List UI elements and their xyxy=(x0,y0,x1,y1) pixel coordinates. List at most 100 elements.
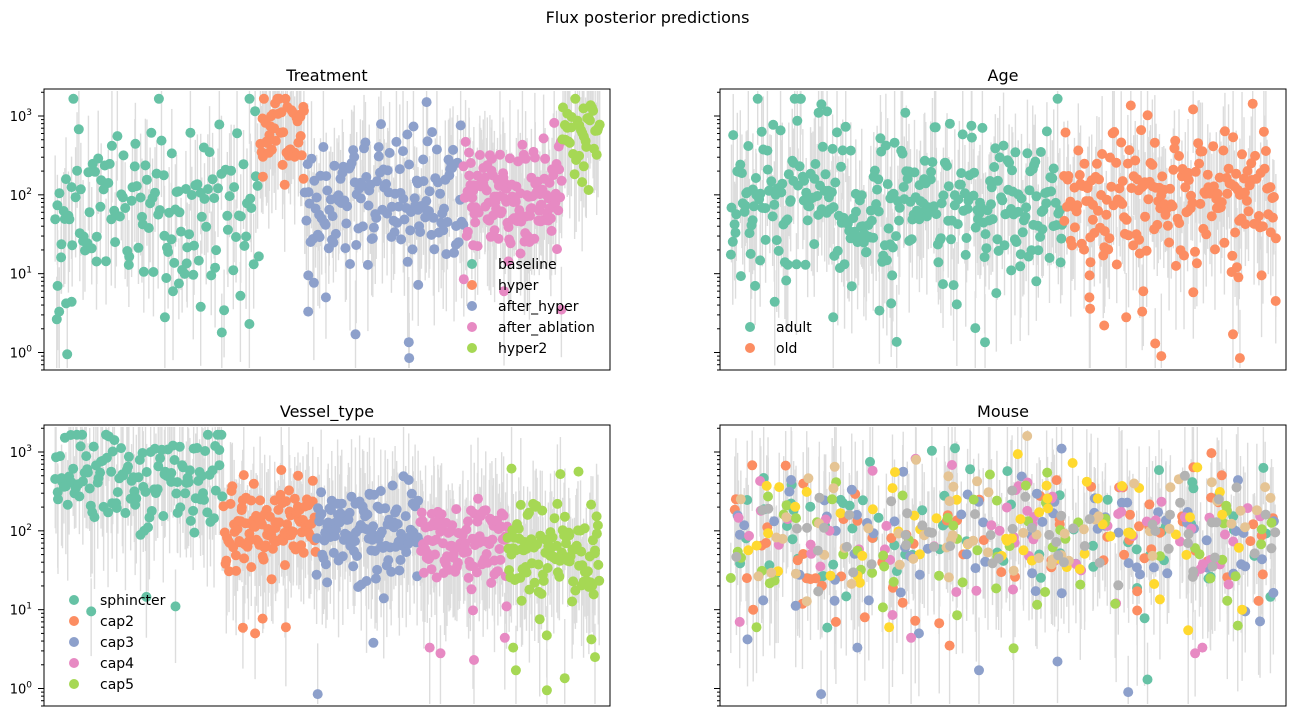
point-after_hyper xyxy=(389,227,400,238)
point-group-4 xyxy=(734,616,745,627)
point-group-8 xyxy=(813,586,824,597)
point-baseline xyxy=(124,251,135,262)
point-baseline xyxy=(106,140,117,151)
point-hyper xyxy=(298,105,309,116)
point-baseline xyxy=(244,93,255,104)
point-sphincter xyxy=(141,591,152,602)
point-after_hyper xyxy=(409,193,420,204)
point-cap3 xyxy=(320,559,331,570)
point-group-4 xyxy=(994,525,1005,536)
point-old xyxy=(1201,229,1212,240)
point-cap5 xyxy=(513,523,524,534)
point-baseline xyxy=(156,135,167,146)
point-adult xyxy=(781,275,792,286)
point-cap3 xyxy=(400,511,411,522)
point-adult xyxy=(836,161,846,172)
point-cap5 xyxy=(561,538,571,549)
point-cap3 xyxy=(328,547,339,558)
point-baseline xyxy=(66,296,77,307)
point-baseline xyxy=(54,306,65,317)
point-cap5 xyxy=(552,498,563,509)
point-adult xyxy=(1041,198,1052,209)
point-cap5 xyxy=(542,563,553,573)
point-sphincter xyxy=(106,466,117,477)
point-after_hyper xyxy=(357,221,368,232)
point-group-6 xyxy=(1074,564,1085,575)
point-cap4 xyxy=(416,507,427,518)
point-cap4 xyxy=(494,544,505,554)
point-adult xyxy=(980,337,990,348)
point-baseline xyxy=(86,243,97,254)
point-after_hyper xyxy=(373,151,384,162)
point-cap2 xyxy=(307,475,318,486)
point-old xyxy=(1193,138,1204,149)
point-adult xyxy=(828,202,839,213)
point-group-1 xyxy=(1088,540,1098,551)
point-adult xyxy=(960,249,971,260)
point-group-2 xyxy=(761,538,771,548)
point-group-7 xyxy=(1240,522,1251,533)
point-group-5 xyxy=(878,550,889,561)
point-group-3 xyxy=(786,475,797,485)
point-adult xyxy=(755,255,766,266)
subplot-title: Vessel_type xyxy=(280,402,374,422)
point-adult xyxy=(735,271,746,282)
point-cap4 xyxy=(462,546,473,557)
point-adult xyxy=(1011,237,1022,247)
point-old xyxy=(1074,170,1085,180)
point-group-8 xyxy=(902,508,913,519)
point-cap2 xyxy=(276,465,287,475)
point-after_hyper xyxy=(399,214,410,225)
point-after_ablation xyxy=(470,217,481,228)
point-group-4 xyxy=(1190,648,1201,659)
point-cap2 xyxy=(232,524,243,534)
point-group-4 xyxy=(1223,579,1234,590)
point-group-3 xyxy=(913,628,924,639)
point-adult xyxy=(948,280,959,291)
point-group-3 xyxy=(790,600,801,611)
point-cap5 xyxy=(524,584,535,595)
point-group-7 xyxy=(1265,492,1276,503)
point-group-6 xyxy=(801,486,812,497)
point-adult xyxy=(980,229,991,240)
point-adult xyxy=(951,299,962,310)
point-after_hyper xyxy=(427,127,438,138)
point-baseline xyxy=(195,301,206,312)
point-cap4 xyxy=(495,554,506,565)
point-group-8 xyxy=(1209,552,1220,563)
point-old xyxy=(1111,259,1122,270)
point-cap5 xyxy=(536,588,547,599)
point-group-6 xyxy=(1018,545,1029,556)
point-old xyxy=(1116,137,1127,148)
point-hyper xyxy=(280,93,291,104)
point-adult xyxy=(1007,165,1017,176)
point-adult xyxy=(812,191,823,201)
point-group-7 xyxy=(803,473,814,484)
point-sphincter xyxy=(169,455,180,465)
point-old xyxy=(1097,149,1108,159)
point-after_hyper xyxy=(391,136,402,147)
legend-label: old xyxy=(776,341,797,357)
point-adult xyxy=(999,240,1010,251)
point-hyper xyxy=(298,173,309,184)
point-adult xyxy=(966,132,977,143)
point-sphincter xyxy=(189,527,200,538)
point-group-6 xyxy=(1043,503,1053,514)
point-adult xyxy=(1017,227,1028,238)
point-adult xyxy=(728,130,739,141)
point-baseline xyxy=(207,174,218,185)
point-baseline xyxy=(219,305,230,316)
point-sphincter xyxy=(82,467,93,478)
point-after_ablation xyxy=(546,225,557,236)
point-after_hyper xyxy=(308,277,319,288)
point-sphincter xyxy=(200,446,211,456)
point-baseline xyxy=(248,259,259,270)
point-sphincter xyxy=(172,477,183,488)
point-adult xyxy=(891,231,901,242)
point-group-7 xyxy=(1251,505,1262,516)
point-group-6 xyxy=(1042,493,1053,504)
point-group-8 xyxy=(1183,529,1194,539)
point-cap4 xyxy=(499,632,510,643)
point-after_hyper xyxy=(363,200,374,211)
point-old xyxy=(1260,146,1271,156)
